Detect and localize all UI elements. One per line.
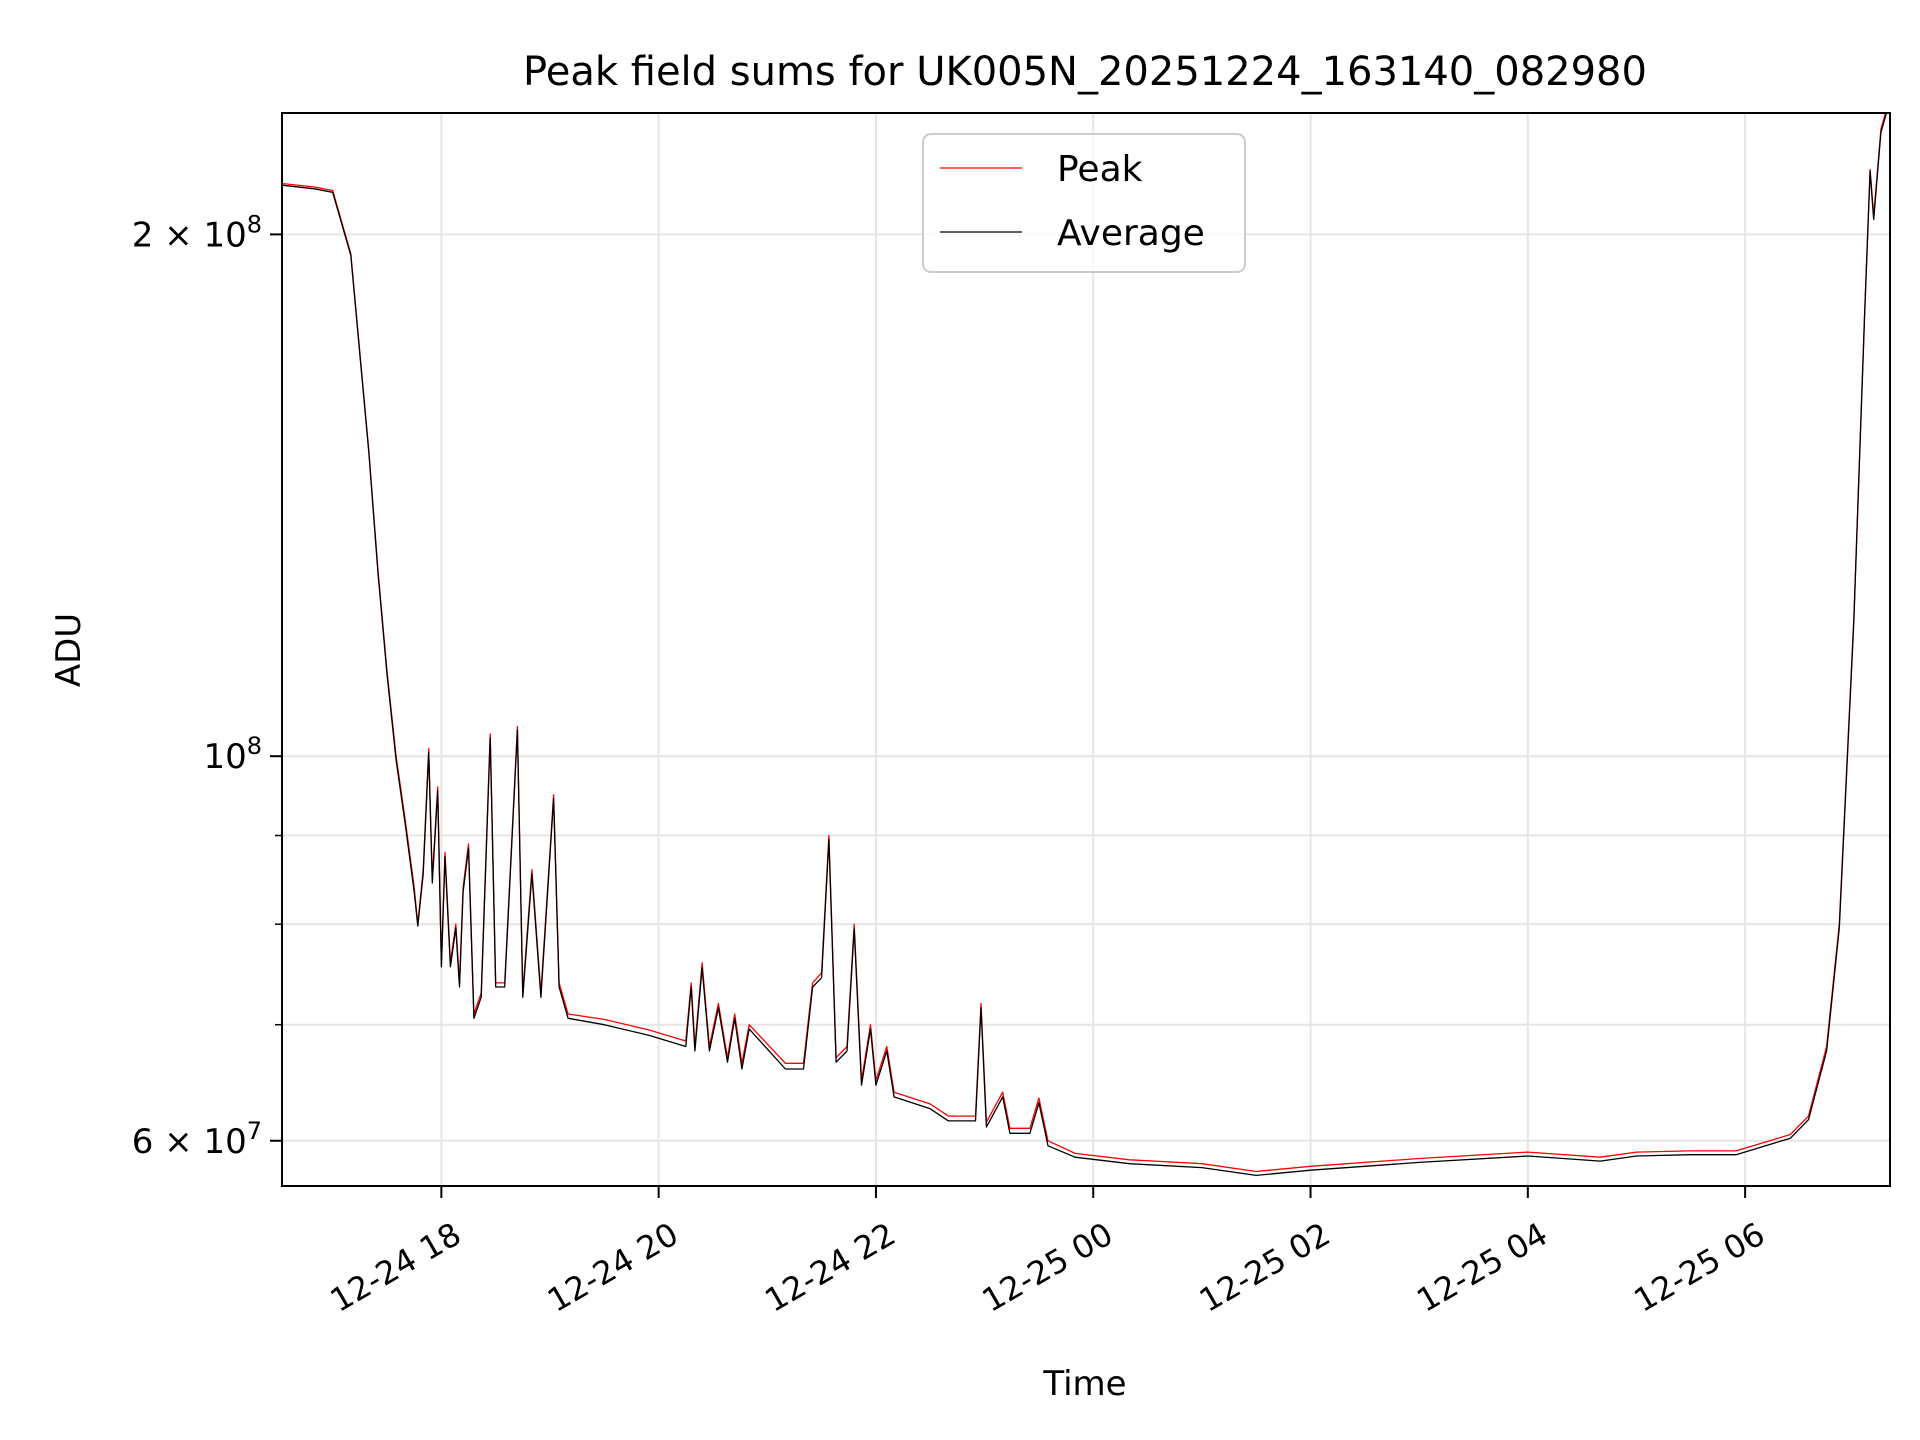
x-axis-label: Time	[1042, 1364, 1126, 1404]
y-tick-exponent: 8	[247, 210, 262, 238]
y-axis-label: ADU	[49, 613, 89, 687]
legend-peak-label: Peak	[1057, 149, 1143, 190]
series-average-line	[282, 113, 1888, 1177]
chart-title: Peak field sums for UK005N_20251224_1631…	[523, 49, 1647, 95]
y-tick-label: 2 × 108	[132, 210, 262, 255]
legend-average-label: Average	[1057, 213, 1205, 254]
y-tick-exponent: 8	[247, 732, 262, 760]
y-tick-exponent: 7	[247, 1117, 262, 1145]
grid	[282, 113, 1890, 1186]
legend: Peak Average	[922, 133, 1246, 273]
plot-area	[282, 113, 1890, 1186]
y-tick-label: 6 × 107	[132, 1117, 262, 1162]
series-layer	[282, 113, 1888, 1177]
plot-frame	[281, 112, 1891, 1187]
